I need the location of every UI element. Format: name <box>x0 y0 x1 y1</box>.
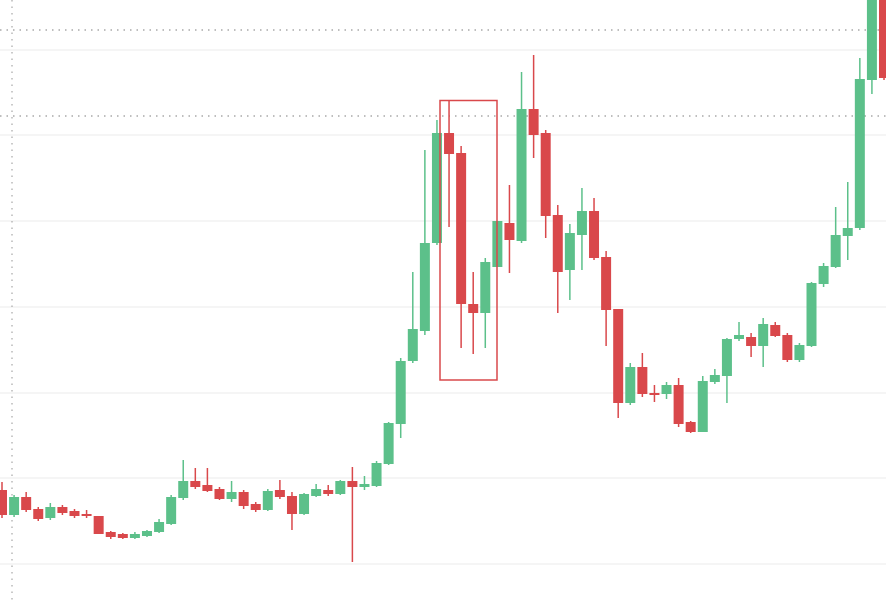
candle-body <box>311 489 322 496</box>
candle-body <box>709 375 720 382</box>
candle-body <box>33 509 44 519</box>
candle-body <box>81 514 92 516</box>
candle-body <box>504 223 515 240</box>
candle-body <box>734 335 745 339</box>
candle-body <box>214 489 225 499</box>
candle-body <box>347 481 358 487</box>
candle-body <box>540 133 551 216</box>
candle-body <box>625 367 636 403</box>
candle-body <box>105 532 116 537</box>
candle-body <box>21 497 32 510</box>
candle-body <box>552 215 563 272</box>
candle-body <box>154 522 165 532</box>
candle-body <box>166 497 177 524</box>
candle-body <box>129 534 140 538</box>
candle-body <box>57 507 68 513</box>
candle-body <box>516 109 527 241</box>
reference-lines <box>0 29 886 117</box>
candle-body <box>226 492 237 499</box>
candle-body <box>45 507 56 518</box>
candle-body <box>661 385 672 394</box>
highlight-box <box>439 99 498 381</box>
candle-body <box>250 504 261 510</box>
candle-body <box>323 490 334 494</box>
candle-body <box>141 531 152 536</box>
candle-body <box>9 497 20 515</box>
candle-body <box>238 492 249 506</box>
candles <box>0 0 886 562</box>
candle-body <box>93 516 104 534</box>
candle-body <box>0 490 7 515</box>
candle-body <box>589 211 600 258</box>
candle-body <box>299 494 310 514</box>
candle-body <box>359 484 370 487</box>
candle-body <box>637 367 648 394</box>
candle-body <box>770 325 781 336</box>
candle-body <box>407 329 418 361</box>
candle-body <box>818 266 829 284</box>
grid <box>0 49 886 565</box>
candle-body <box>576 211 587 235</box>
candle-body <box>673 385 684 424</box>
candle-body <box>383 423 394 464</box>
candle-body <box>444 133 455 154</box>
candle-body <box>335 481 346 494</box>
candle-body <box>782 335 793 360</box>
candle-body <box>613 309 624 403</box>
candle-body <box>649 393 660 395</box>
candle-body <box>419 243 430 331</box>
candle-body <box>69 511 80 516</box>
candle-body <box>117 534 128 538</box>
candle-body <box>854 79 865 228</box>
candle-body <box>274 490 285 497</box>
candle-body <box>879 0 886 78</box>
candle-body <box>371 463 382 486</box>
candle-body <box>480 262 491 313</box>
candle-body <box>395 361 406 424</box>
candle-body <box>431 133 442 243</box>
candle-body <box>758 324 769 346</box>
candle-body <box>697 381 708 432</box>
candle-body <box>746 337 757 346</box>
candle-body <box>685 422 696 432</box>
candle-body <box>190 481 201 487</box>
candle-body <box>468 304 479 313</box>
candle-body <box>794 345 805 360</box>
candle-body <box>830 235 841 267</box>
candle-body <box>601 257 612 310</box>
candle-body <box>456 153 467 304</box>
candle-body <box>564 233 575 270</box>
candle-body <box>528 109 539 135</box>
candle-body <box>286 496 297 514</box>
candle-body <box>721 339 732 376</box>
candle-body <box>866 0 877 80</box>
candle-body <box>806 283 817 346</box>
candle-body <box>842 228 853 236</box>
candle-body <box>178 481 189 498</box>
candle-body <box>262 491 273 510</box>
candle-body <box>202 485 213 491</box>
